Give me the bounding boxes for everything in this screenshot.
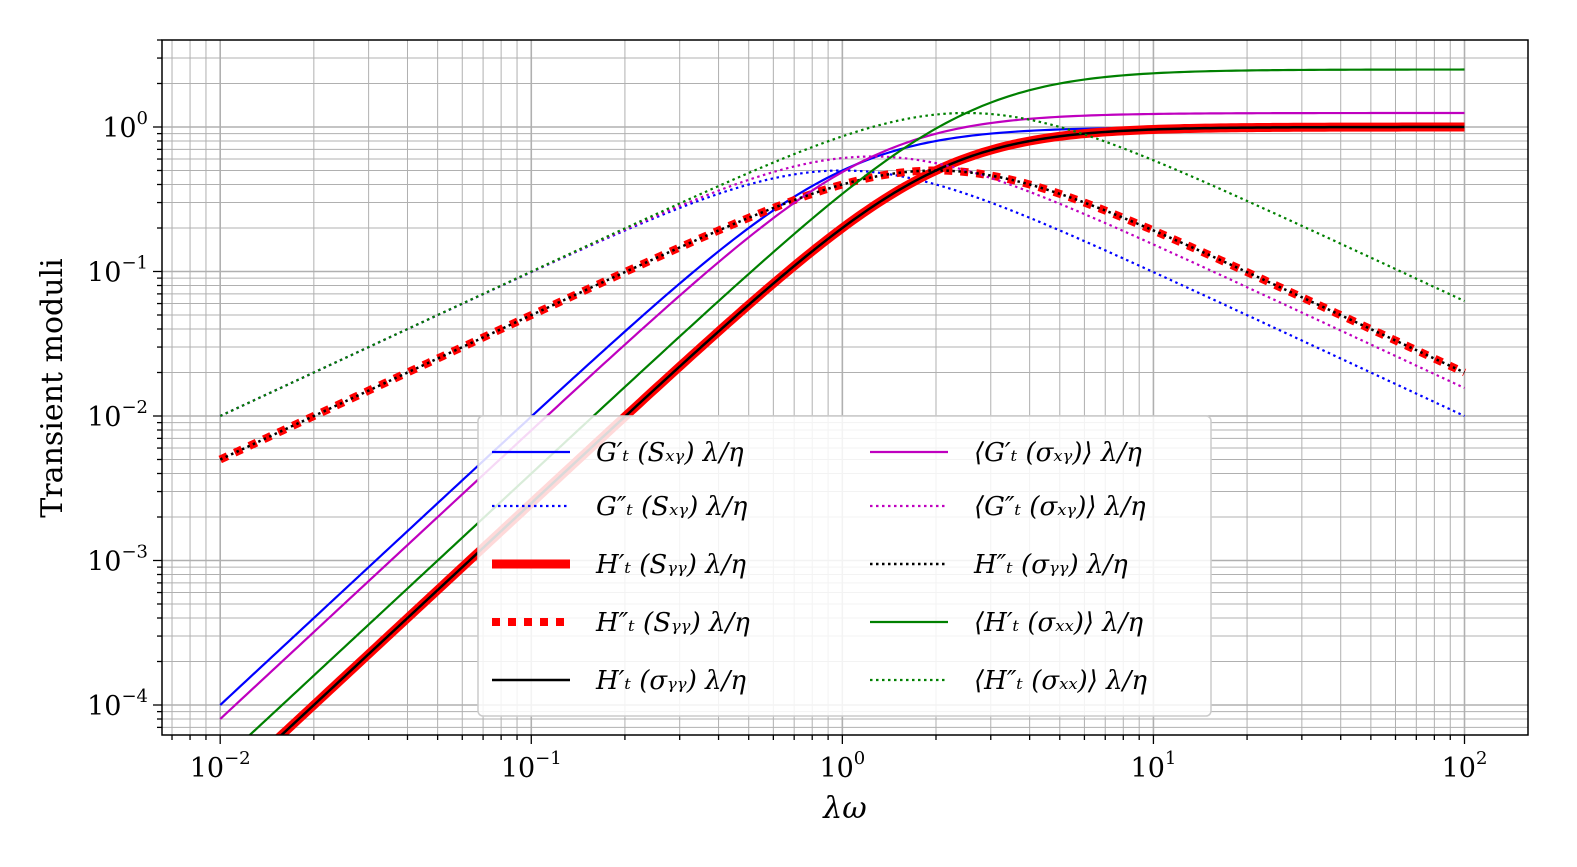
y-tick-base: 10 <box>87 546 121 577</box>
legend-label: G′ₜ (Sₓᵧ) λ/η <box>596 438 744 468</box>
x-axis-label: λω <box>822 791 866 826</box>
y-tick-label: 100 <box>102 108 148 144</box>
plot-frame <box>161 39 1529 736</box>
y-tick-exponent: 0 <box>137 108 148 129</box>
series-line <box>279 125 1465 735</box>
x-tick-label: 100 <box>819 748 865 784</box>
x-tick-base: 10 <box>819 753 853 784</box>
x-tick-label: 10−1 <box>501 748 562 784</box>
y-tick-label: 10−2 <box>87 397 148 433</box>
x-tick-base: 10 <box>501 753 535 784</box>
x-tick-exponent: −2 <box>224 748 251 769</box>
legend-label: ⟨H′ₜ (σₓₓ)⟩ λ/η <box>974 608 1144 638</box>
x-tick-label: 102 <box>1442 748 1488 784</box>
y-tick-base: 10 <box>87 402 121 433</box>
legend-label: G″ₜ (Sₓᵧ) λ/η <box>596 492 748 522</box>
x-tick-exponent: 0 <box>854 748 865 769</box>
legend-label: ⟨G′ₜ (σₓᵧ)⟩ λ/η <box>974 438 1142 468</box>
legend-label: H″ₜ (Sᵧᵧ) λ/η <box>595 608 750 638</box>
series-line <box>219 111 1465 417</box>
y-tick-base: 10 <box>102 113 136 144</box>
legend-label: H′ₜ (σᵧᵧ) λ/η <box>595 666 746 696</box>
x-tick-base: 10 <box>1131 753 1165 784</box>
x-tick-exponent: 2 <box>1476 748 1487 769</box>
x-tick-exponent: −1 <box>535 748 562 769</box>
y-tick-base: 10 <box>87 691 121 722</box>
x-tick-label: 10−2 <box>190 748 251 784</box>
y-tick-exponent: −2 <box>121 397 148 418</box>
y-tick-base: 10 <box>87 257 121 288</box>
legend-label: ⟨G″ₜ (σₓᵧ)⟩ λ/η <box>974 492 1146 522</box>
legend-label: H″ₜ (σᵧᵧ) λ/η <box>973 550 1128 580</box>
y-tick-exponent: −1 <box>121 252 148 273</box>
series-line <box>219 111 1465 720</box>
series-line <box>248 68 1465 735</box>
x-tick-label: 101 <box>1131 748 1177 784</box>
y-tick-exponent: −3 <box>121 541 148 562</box>
y-axis-label: Transient moduli <box>35 258 70 517</box>
series-group <box>218 68 1467 735</box>
y-tick-exponent: −4 <box>121 686 148 707</box>
x-tick-base: 10 <box>190 753 224 784</box>
ticks <box>153 39 1466 744</box>
x-tick-exponent: 1 <box>1165 748 1176 769</box>
series-line <box>219 169 1466 461</box>
legend: G′ₜ (Sₓᵧ) λ/η G″ₜ (Sₓᵧ) λ/η H′ₜ (Sᵧᵧ) λ/η H… <box>477 415 1212 717</box>
legend-label: ⟨H″ₜ (σₓₓ)⟩ λ/η <box>974 666 1147 696</box>
x-tick-base: 10 <box>1442 753 1476 784</box>
y-tick-label: 10−3 <box>87 541 148 577</box>
legend-label: H′ₜ (Sᵧᵧ) λ/η <box>595 550 746 580</box>
legend-box <box>477 415 1212 717</box>
y-tick-label: 10−4 <box>87 686 148 722</box>
y-tick-label: 10−1 <box>87 252 148 288</box>
